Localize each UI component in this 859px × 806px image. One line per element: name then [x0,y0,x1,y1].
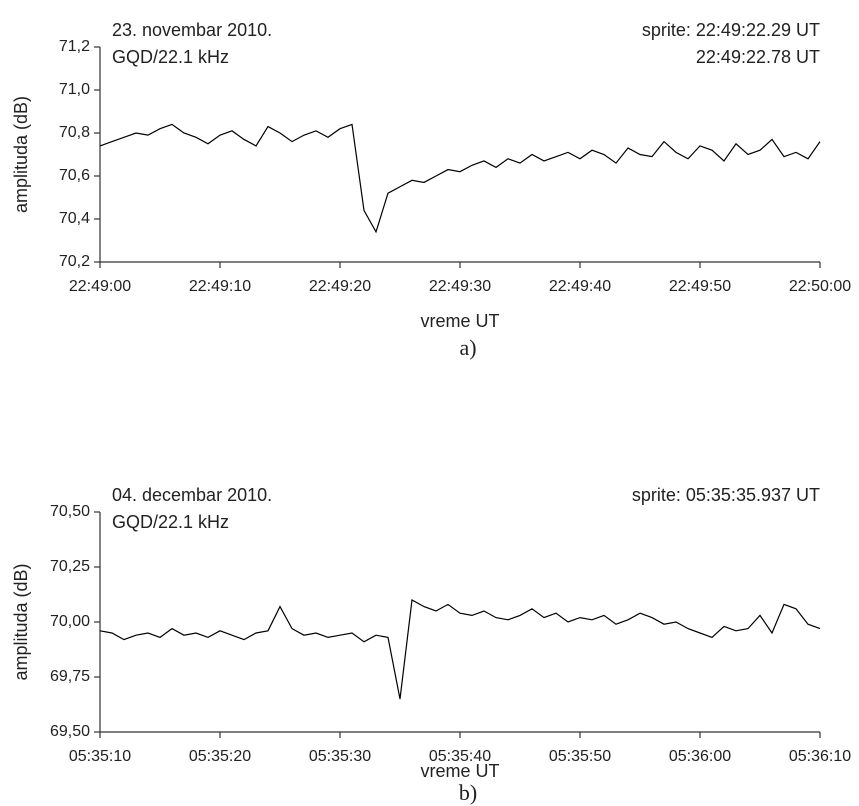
x-tick-label: 05:35:20 [189,748,251,765]
caption: b) [459,780,477,805]
annotation: 23. novembar 2010. [112,20,272,40]
x-tick-label: 22:49:00 [69,278,131,295]
y-tick-label: 70,50 [50,503,90,520]
y-tick-label: 69,75 [50,668,90,685]
x-tick-label: 05:36:10 [789,748,851,765]
x-tick-label: 05:36:00 [669,748,731,765]
x-tick-label: 05:35:10 [69,748,131,765]
y-axis-label: amplituda (dB) [11,96,31,213]
y-axis-label: amplituda (dB) [11,563,31,680]
annotation: sprite: 05:35:35.937 UT [632,485,820,505]
y-tick-label: 70,00 [50,613,90,630]
y-tick-label: 70,2 [59,253,90,270]
x-axis-label: vreme UT [420,761,499,781]
x-tick-label: 05:35:30 [309,748,371,765]
annotation: sprite: 22:49:22.29 UT [642,20,820,40]
annotation: GQD/22.1 kHz [112,47,229,67]
y-tick-label: 71,0 [59,81,90,98]
x-tick-label: 22:50:00 [789,278,851,295]
x-tick-label: 22:49:10 [189,278,251,295]
data-line [99,123,821,234]
data-line [99,599,821,700]
y-tick-label: 69,50 [50,723,90,740]
annotation: GQD/22.1 kHz [112,512,229,532]
x-tick-label: 22:49:50 [669,278,731,295]
x-axis-label: vreme UT [420,311,499,331]
annotation: 04. decembar 2010. [112,485,272,505]
x-tick-label: 05:35:40 [429,748,491,765]
y-tick-label: 70,25 [50,558,90,575]
x-tick-label: 05:35:50 [549,748,611,765]
x-tick-label: 22:49:30 [429,278,491,295]
y-tick-label: 70,4 [59,210,90,227]
y-tick-label: 70,8 [59,124,90,141]
y-tick-label: 70,6 [59,167,90,184]
caption: a) [459,335,476,360]
annotation: 22:49:22.78 UT [696,47,820,67]
x-tick-label: 22:49:20 [309,278,371,295]
x-tick-label: 22:49:40 [549,278,611,295]
y-tick-label: 71,2 [59,38,90,55]
